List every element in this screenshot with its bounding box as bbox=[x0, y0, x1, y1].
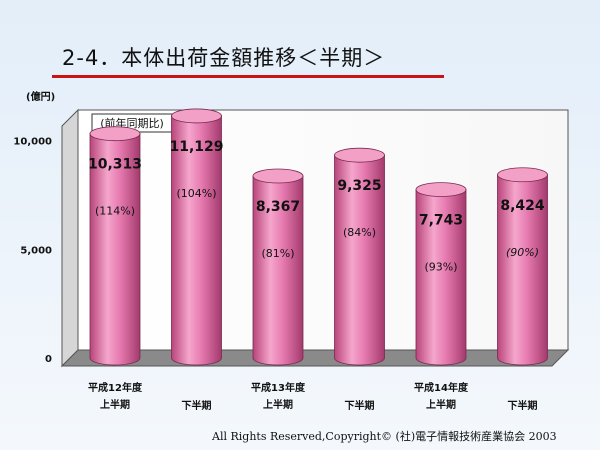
plot-back-wall bbox=[77, 109, 569, 351]
copyright-footer: All Rights Reserved,Copyright© (社)電子情報技術… bbox=[212, 430, 557, 443]
value-label: 10,313 bbox=[88, 157, 142, 173]
bar-top bbox=[171, 108, 222, 124]
percent-label: (90%) bbox=[506, 246, 539, 259]
bar-top bbox=[415, 182, 467, 197]
bar-5: 7,743 (93%) bbox=[415, 182, 467, 366]
percent-label: (84%) bbox=[343, 226, 376, 239]
bar-body bbox=[171, 115, 222, 366]
category-label: 下半期 bbox=[345, 399, 375, 412]
category-label: 下半期 bbox=[182, 399, 212, 412]
y-tick-label: 5,000 bbox=[20, 245, 52, 256]
bar-2: 11,129 (104%) bbox=[169, 108, 224, 366]
percent-label: (104%) bbox=[176, 187, 216, 200]
category-label: 平成12年度 bbox=[88, 381, 143, 394]
y-tick-label: 10,000 bbox=[13, 137, 52, 148]
percent-label: (81%) bbox=[261, 247, 294, 260]
bar-top bbox=[497, 167, 548, 183]
plot-left-wall bbox=[61, 108, 79, 368]
value-label: 9,325 bbox=[337, 178, 381, 194]
category-label: 上半期 bbox=[426, 398, 456, 411]
title-underline bbox=[52, 75, 444, 78]
bar-4: 9,325 (84%) bbox=[334, 147, 385, 366]
category-label: 上半期 bbox=[263, 398, 293, 411]
bar-top bbox=[89, 126, 141, 142]
bar-body bbox=[252, 175, 304, 366]
page-title: 2-4．本体出荷金額推移＜半期＞ bbox=[62, 46, 386, 70]
bar-top bbox=[252, 168, 304, 184]
y-axis-label: (億円) bbox=[26, 90, 55, 103]
bar-body bbox=[89, 133, 141, 366]
category-label: 平成13年度 bbox=[251, 381, 306, 394]
value-label: 7,743 bbox=[419, 213, 463, 229]
value-label: 8,367 bbox=[256, 199, 300, 215]
bar-body bbox=[497, 174, 548, 366]
value-label: 8,424 bbox=[500, 198, 545, 214]
bar-1: 10,313 (114%) bbox=[88, 126, 142, 366]
value-label: 11,129 bbox=[169, 139, 223, 155]
percent-label: (114%) bbox=[95, 205, 135, 218]
category-label: 上半期 bbox=[100, 398, 130, 411]
bar-body bbox=[415, 189, 467, 366]
bar-6: 8,424 (90%) bbox=[497, 167, 548, 366]
bar-top bbox=[334, 147, 385, 163]
bar-body bbox=[334, 154, 385, 366]
bar-3: 8,367 (81%) bbox=[252, 168, 304, 366]
percent-label: (93%) bbox=[424, 261, 457, 274]
category-label: 平成14年度 bbox=[414, 381, 469, 394]
y-tick-label: 0 bbox=[45, 354, 52, 365]
category-label: 下半期 bbox=[508, 399, 538, 412]
